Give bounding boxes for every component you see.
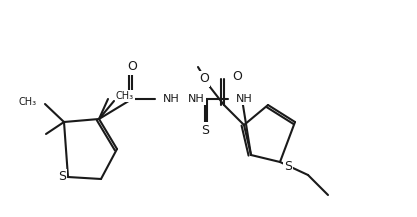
Text: CH₃: CH₃	[19, 97, 37, 107]
Text: S: S	[284, 161, 292, 174]
Text: NH: NH	[236, 94, 253, 104]
Text: NH: NH	[163, 94, 180, 104]
Text: O: O	[232, 71, 242, 84]
Text: S: S	[201, 123, 209, 136]
Text: O: O	[127, 61, 137, 74]
Text: NH: NH	[188, 94, 205, 104]
Text: S: S	[58, 171, 66, 184]
Text: O: O	[199, 72, 209, 85]
Text: CH₃: CH₃	[116, 91, 134, 101]
